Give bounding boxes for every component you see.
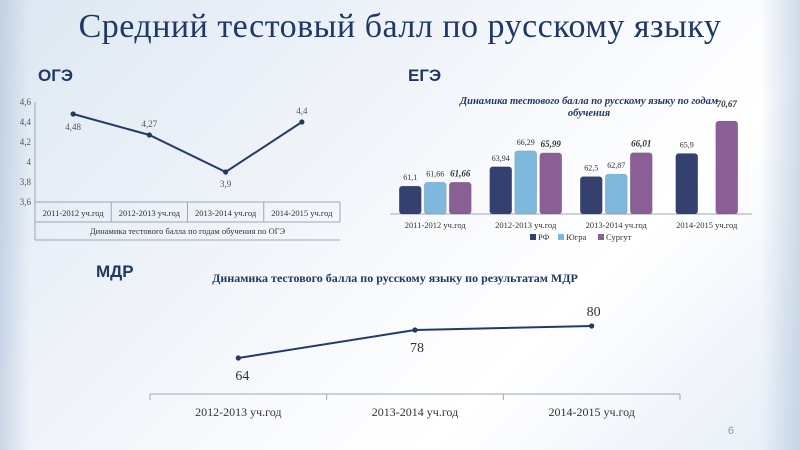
- ege-chart-title: Динамика тестового балла по русскому язы…: [459, 96, 718, 119]
- oge-section-label: ОГЭ: [38, 66, 73, 85]
- ege-bar: [539, 152, 563, 215]
- oge-y-tick-label: 4: [27, 157, 32, 167]
- ege-section-label: ЕГЭ: [408, 66, 442, 85]
- mdr-data-label: 80: [587, 305, 601, 320]
- mdr-data-label: 64: [235, 369, 249, 384]
- oge-point: [146, 132, 152, 138]
- ege-category-label: 2011-2012 уч.год: [405, 220, 467, 230]
- oge-y-tick-label: 3,6: [20, 197, 32, 207]
- ege-bar: [423, 182, 447, 215]
- ege-data-label: 62,87: [607, 161, 625, 170]
- ege-legend-label: Югра: [566, 232, 586, 242]
- oge-category-label: 2013-2014 уч.год: [195, 208, 257, 218]
- mdr-point: [589, 323, 595, 329]
- ege-bar: [715, 120, 739, 215]
- oge-data-label: 4,4: [296, 106, 308, 116]
- mdr-point: [412, 327, 418, 333]
- ege-bar: [489, 166, 513, 215]
- oge-category-label: 2014-2015 уч.год: [271, 208, 333, 218]
- oge-y-tick-label: 4,2: [20, 137, 31, 147]
- mdr-line-chart: Динамика тестового балла по русскому язы…: [149, 271, 681, 419]
- ege-data-label: 63,94: [492, 154, 510, 163]
- ege-data-label: 65,99: [541, 139, 562, 149]
- ege-data-label: 66,29: [517, 138, 535, 147]
- ege-data-label: 61,66: [426, 169, 444, 178]
- page-title: Средний тестовый балл по русскому языку: [78, 8, 722, 45]
- oge-y-tick-label: 4,6: [20, 97, 32, 107]
- mdr-point: [235, 355, 241, 361]
- oge-x-axis-label: Динамика тестового балла по годам обучен…: [90, 226, 286, 236]
- ege-bar: [398, 185, 422, 215]
- ege-category-label: 2012-2013 уч.год: [495, 220, 557, 230]
- ege-data-label: 61,1: [403, 173, 417, 182]
- oge-point: [299, 119, 305, 125]
- ege-legend-swatch: [598, 234, 604, 240]
- ege-bar-chart: Динамика тестового балла по русскому язы…: [390, 96, 752, 242]
- oge-point: [223, 169, 229, 175]
- mdr-section-label: МДР: [96, 262, 134, 281]
- mdr-category-label: 2013-2014 уч.год: [372, 405, 458, 419]
- mdr-chart-title: Динамика тестового балла по русскому язы…: [212, 271, 578, 285]
- ege-data-label: 61,66: [450, 168, 471, 178]
- slide-left-shade: [0, 0, 30, 450]
- ege-data-label: 66,01: [631, 139, 651, 149]
- oge-y-tick-label: 3,8: [20, 177, 32, 187]
- ege-category-label: 2013-2014 уч.год: [586, 220, 648, 230]
- ege-legend-swatch: [558, 234, 564, 240]
- ege-data-label: 70,67: [717, 99, 738, 109]
- oge-data-label: 4,48: [65, 122, 81, 132]
- mdr-category-label: 2012-2013 уч.год: [195, 405, 281, 419]
- ege-bar: [675, 153, 699, 215]
- oge-line-chart: 3,6 3,8 4 4,2 4,4 4,6 4,48 2011-2012 уч.год 4,27…: [20, 97, 341, 241]
- mdr-data-label: 78: [410, 341, 424, 356]
- slide-right-shade: [760, 0, 800, 450]
- ege-bar: [579, 176, 603, 215]
- oge-category-label: 2012-2013 уч.год: [119, 208, 181, 218]
- ege-legend-label: Сургут: [606, 232, 632, 242]
- ege-bar: [604, 173, 628, 215]
- ege-bar: [629, 152, 653, 215]
- oge-data-label: 3,9: [220, 179, 232, 189]
- ege-legend-label: РФ: [538, 232, 550, 242]
- ege-data-label: 62,5: [584, 164, 598, 173]
- ege-bar: [448, 182, 472, 215]
- ege-category-label: 2014-2015 уч.год: [676, 220, 738, 230]
- oge-data-label: 4,27: [142, 119, 158, 129]
- page-number: 6: [727, 425, 734, 437]
- oge-y-tick-label: 4,4: [20, 117, 32, 127]
- ege-data-label: 65,9: [680, 140, 694, 149]
- ege-bar: [514, 150, 538, 215]
- oge-series-line: [72, 113, 303, 174]
- oge-category-label: 2011-2012 уч.год: [43, 208, 105, 218]
- ege-legend-swatch: [530, 234, 536, 240]
- oge-point: [70, 111, 76, 117]
- mdr-category-label: 2014-2015 уч.год: [548, 405, 634, 419]
